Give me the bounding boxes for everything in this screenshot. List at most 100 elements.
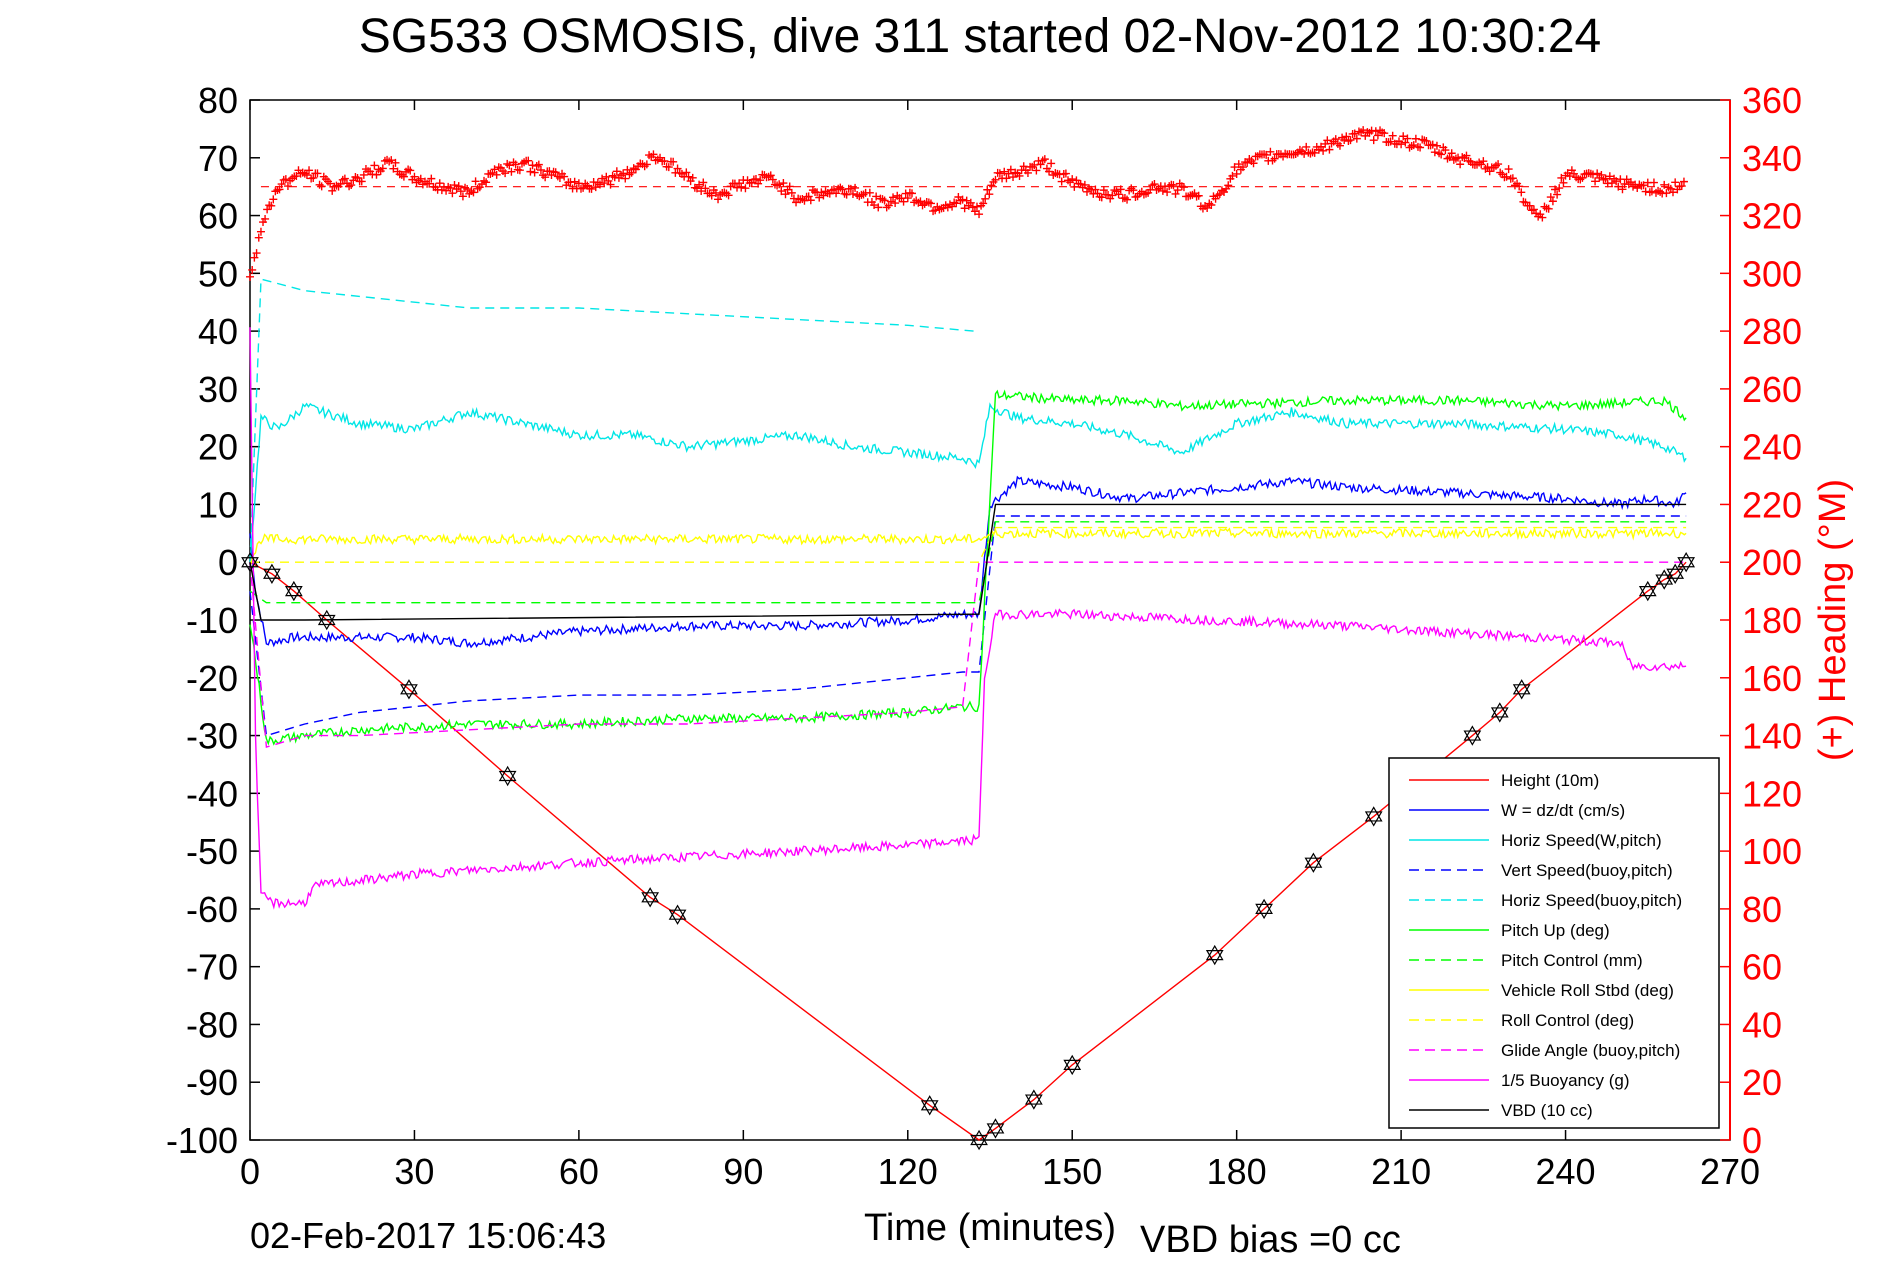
heading-point	[903, 194, 912, 203]
heading-point	[1593, 169, 1602, 178]
y-right-tick-label: 200	[1742, 542, 1802, 583]
heading-point	[775, 180, 784, 189]
heading-point	[248, 265, 257, 274]
heading-point	[735, 179, 744, 188]
heading-point	[1331, 135, 1340, 144]
hexagram-marker-inner	[400, 684, 418, 700]
heading-point	[490, 165, 499, 174]
series-line-8	[250, 526, 1687, 563]
heading-point	[1555, 184, 1564, 193]
series-line-7	[249, 526, 1687, 567]
heading-point	[370, 161, 379, 170]
hexagram-marker-inner	[1512, 684, 1531, 700]
hexagram-marker	[920, 1095, 939, 1111]
x-tick-label: 0	[240, 1151, 260, 1192]
heading-point	[492, 170, 501, 179]
hexagram-marker-inner	[641, 892, 660, 908]
heading-point	[1416, 143, 1425, 152]
heading-point	[391, 158, 400, 167]
heading-point	[714, 195, 723, 204]
heading-point	[1411, 134, 1420, 143]
heading-point	[263, 205, 272, 214]
y-left-tick-label: -60	[186, 889, 238, 930]
hexagram-marker-inner	[986, 1123, 1005, 1139]
heading-point	[851, 183, 860, 192]
heading-point	[701, 184, 710, 193]
heading-point	[541, 173, 550, 182]
heading-point	[347, 181, 356, 190]
heading-point	[598, 174, 607, 183]
heading-point	[1525, 201, 1534, 210]
heading-point	[340, 174, 349, 183]
heading-point	[766, 171, 775, 180]
hexagram-marker-inner	[1063, 1059, 1082, 1076]
heading-point	[832, 189, 841, 198]
hexagram-marker-inner	[284, 586, 303, 602]
heading-point	[1325, 145, 1334, 154]
hexagram-marker	[400, 679, 418, 695]
heading-point	[1380, 129, 1389, 138]
heading-point	[410, 172, 419, 181]
heading-point	[1129, 186, 1138, 195]
heading-point	[1114, 190, 1123, 199]
hexagram-marker-inner	[668, 909, 687, 925]
y-left-tick-label: -20	[186, 658, 238, 699]
legend-label: Horiz Speed(buoy,pitch)	[1501, 891, 1682, 910]
legend: Height (10m) W = dz/dt (cm/s) Horiz Speed(…	[1388, 757, 1720, 1129]
x-tick-label: 60	[559, 1151, 599, 1192]
heading-point	[842, 190, 851, 199]
series-line-11	[249, 503, 1687, 621]
heading-point	[962, 196, 971, 205]
heading-point	[741, 184, 750, 193]
legend-label: Height (10m)	[1501, 771, 1599, 790]
x-axis-label: Time (minutes)	[864, 1207, 1116, 1249]
heading-point	[886, 197, 895, 206]
series-line-2	[249, 402, 1687, 567]
heading-point	[1494, 160, 1503, 169]
heading-point	[1597, 170, 1606, 179]
heading-point	[1002, 174, 1011, 183]
heading-point	[1649, 178, 1658, 187]
heading-point	[305, 166, 314, 175]
y-left-tick-label: -30	[186, 716, 238, 757]
heading-point	[688, 173, 697, 182]
footer-date: 02-Feb-2017 15:06:43	[250, 1215, 606, 1256]
y-left-tick-label: 10	[198, 484, 238, 525]
heading-point	[981, 194, 990, 203]
heading-point	[515, 166, 524, 175]
heading-point	[673, 164, 682, 173]
hexagram-marker-inner	[1205, 950, 1224, 966]
heading-point	[1677, 182, 1686, 191]
hexagram-marker	[284, 580, 303, 597]
heading-point	[283, 182, 292, 191]
legend-label: VBD (10 cc)	[1501, 1101, 1593, 1120]
heading-point	[1559, 178, 1568, 187]
heading-point	[948, 202, 957, 211]
heading-point	[463, 185, 472, 194]
heading-point	[1310, 148, 1319, 157]
heading-point	[1335, 141, 1344, 150]
heading-point	[357, 177, 366, 186]
y-right-tick-label: 300	[1742, 253, 1802, 294]
heading-point	[482, 178, 491, 187]
heading-point	[899, 197, 908, 206]
heading-point	[600, 179, 609, 188]
series-layer	[249, 278, 1687, 1141]
hexagram-marker	[317, 609, 336, 626]
heading-point	[806, 196, 815, 205]
heading-point	[1317, 142, 1325, 151]
heading-point	[1386, 137, 1395, 146]
legend-box	[1388, 757, 1720, 1129]
heading-point	[1346, 136, 1355, 145]
heading-point	[579, 183, 588, 192]
hexagram-marker	[1024, 1089, 1043, 1105]
y-right-tick-label: 140	[1742, 716, 1802, 757]
heading-point	[777, 187, 786, 196]
heading-point	[623, 165, 632, 174]
y-left-tick-label: 40	[198, 311, 238, 352]
hexagram-marker	[498, 765, 517, 782]
heading-point	[1551, 185, 1560, 194]
y-right-tick-label: 360	[1742, 80, 1802, 121]
heading-point	[1040, 155, 1049, 164]
hexagram-marker-inner	[1677, 557, 1696, 573]
